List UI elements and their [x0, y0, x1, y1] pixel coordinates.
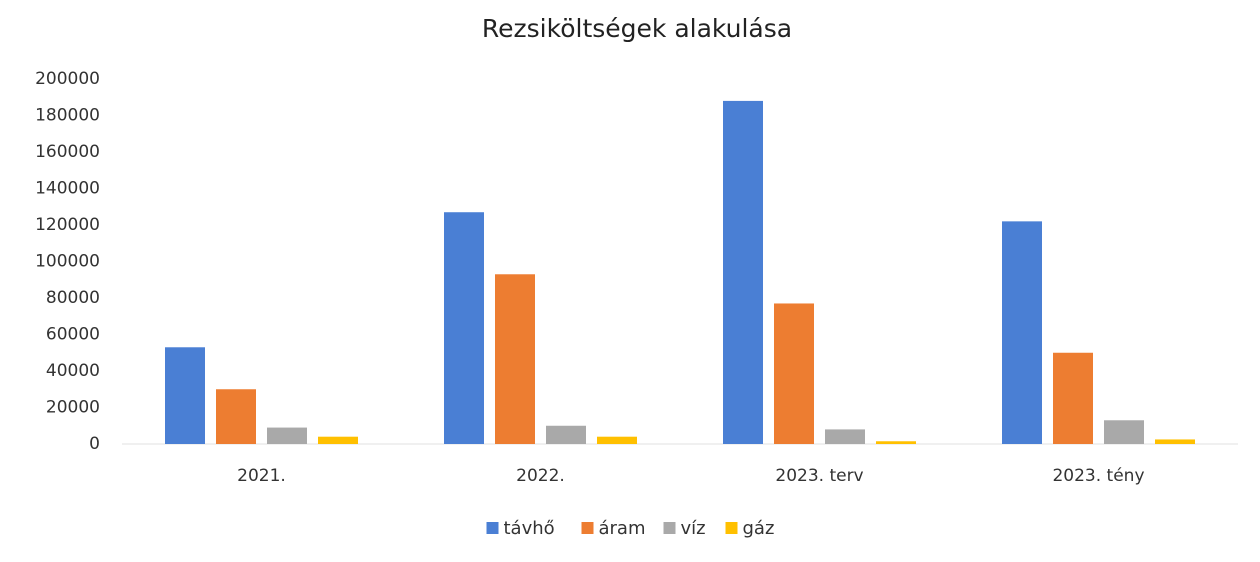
x-tick-label: 2023. tény: [1052, 466, 1144, 486]
legend-label: víz: [681, 518, 706, 539]
y-tick-label: 20000: [46, 398, 100, 418]
bar: [597, 436, 637, 444]
bar: [267, 427, 307, 444]
legend-swatch: [663, 522, 676, 534]
legend-swatch: [581, 522, 594, 534]
y-tick-label: 200000: [35, 69, 100, 89]
legend-swatch: [486, 522, 499, 534]
x-tick-label: 2021.: [237, 466, 286, 486]
bar: [825, 429, 865, 444]
legend-label: gáz: [743, 518, 775, 539]
legend-swatch: [725, 522, 738, 534]
y-tick-label: 120000: [35, 215, 100, 235]
chart-title: Rezsiköltségek alakulása: [482, 14, 792, 43]
x-tick-label: 2023. terv: [775, 466, 863, 486]
bar: [774, 303, 814, 444]
bar: [1104, 420, 1144, 444]
bar: [1155, 439, 1195, 444]
y-tick-label: 160000: [35, 142, 100, 162]
y-tick-label: 0: [89, 434, 100, 454]
bar: [318, 436, 358, 444]
x-tick-label: 2022.: [516, 466, 565, 486]
bar: [495, 274, 535, 444]
bar: [546, 425, 586, 444]
y-tick-label: 140000: [35, 179, 100, 199]
legend-label: áram: [599, 518, 646, 539]
bar: [723, 100, 763, 445]
bar: [876, 441, 916, 444]
bar: [444, 212, 484, 444]
y-tick-label: 60000: [46, 325, 100, 345]
y-tick-label: 80000: [46, 288, 100, 308]
bar: [1053, 352, 1093, 444]
bar: [1002, 221, 1042, 444]
bar: [165, 347, 205, 444]
legend-label: távhő: [504, 518, 555, 539]
y-tick-label: 40000: [46, 361, 100, 381]
bar: [216, 389, 256, 444]
y-tick-label: 180000: [35, 106, 100, 126]
y-tick-label: 100000: [35, 252, 100, 272]
